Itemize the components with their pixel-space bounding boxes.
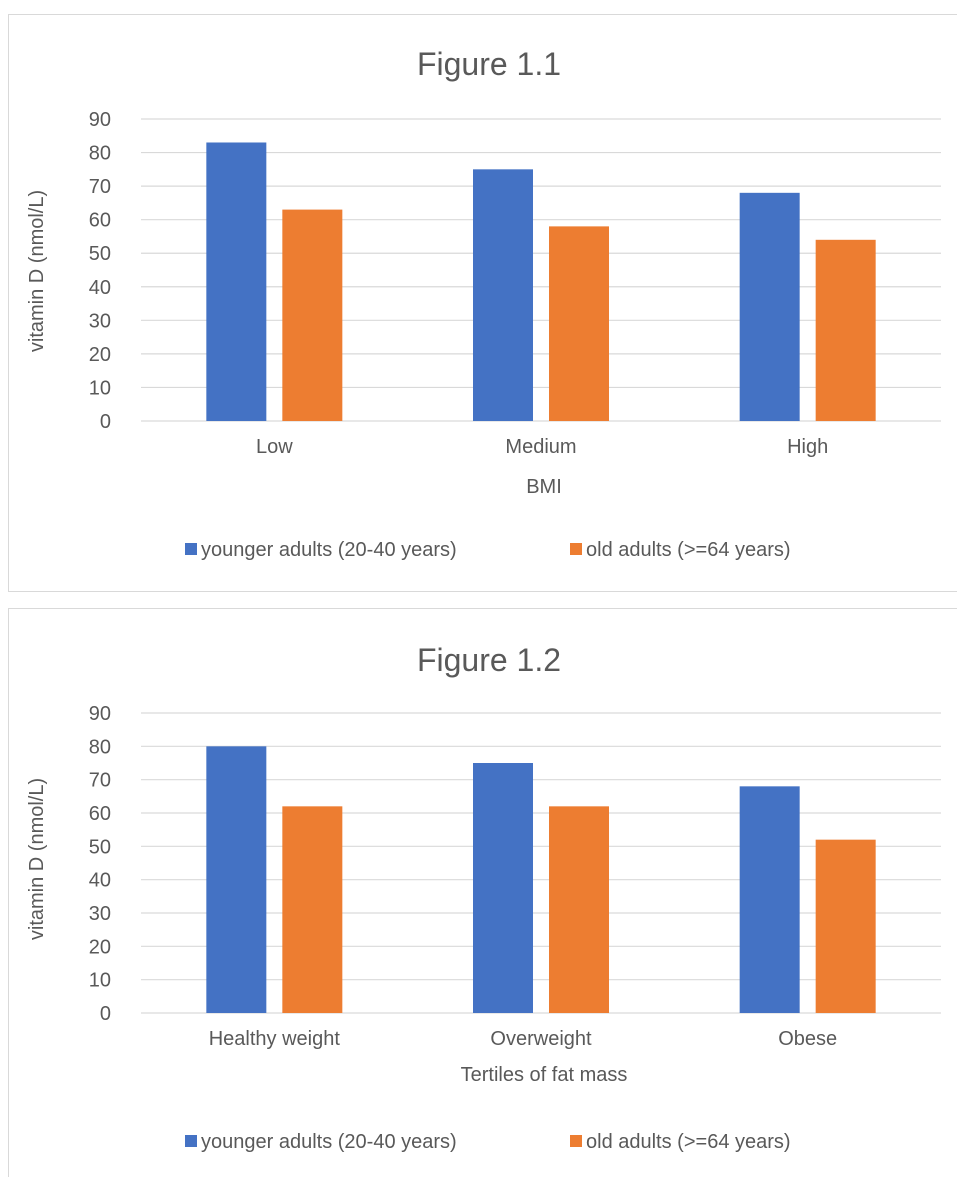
legend-entry: old adults (>=64 years): [570, 1131, 791, 1153]
legend-label: younger adults (20-40 years): [201, 539, 457, 561]
x-axis-label: BMI: [526, 476, 562, 498]
y-tick-label: 40: [89, 870, 111, 892]
y-tick-label: 80: [89, 736, 111, 758]
y-tick-label: 20: [89, 936, 111, 958]
bar-chart-figure-1-1: Figure 1.1 0 10 20 30 40 50 60 70 80 90 Low Medium…: [26, 46, 941, 561]
x-tick-label: Healthy weight: [209, 1028, 341, 1050]
y-tick-label: 90: [89, 703, 111, 725]
bar-old-overweight: [549, 806, 609, 1013]
legend-swatch: [570, 1135, 582, 1147]
y-tick-label: 10: [89, 377, 111, 399]
y-tick-label: 0: [100, 411, 111, 433]
bar-younger-healthy-weight: [206, 746, 267, 1013]
bar-old-medium: [549, 226, 609, 421]
bar-younger-medium: [473, 169, 533, 421]
y-axis-label: vitamin D (nmol/L): [26, 778, 48, 940]
y-tick-label: 10: [89, 970, 111, 992]
chart-panel-figure-1-2: Figure 1.2 0 10 20 30 40 50 60 70 80 90 Healthy w…: [8, 608, 957, 1177]
y-tick-label: 50: [89, 243, 111, 265]
chart-title: Figure 1.2: [417, 642, 561, 678]
x-tick-label: Low: [256, 436, 293, 458]
legend-label: younger adults (20-40 years): [201, 1131, 457, 1153]
y-tick-label: 0: [100, 1003, 111, 1025]
bar-old-obese: [815, 839, 876, 1013]
legend-entry: younger adults (20-40 years): [185, 1131, 457, 1153]
bar-old-low: [282, 209, 343, 421]
y-tick-label: 80: [89, 143, 111, 165]
x-tick-label: Obese: [778, 1028, 837, 1050]
x-tick-label: Medium: [505, 436, 576, 458]
y-tick-label: 90: [89, 109, 111, 131]
y-tick-label: 30: [89, 903, 111, 925]
x-axis-label: Tertiles of fat mass: [461, 1064, 628, 1086]
y-tick-label: 30: [89, 310, 111, 332]
chart-panel-figure-1-1: Figure 1.1 0 10 20 30 40 50 60 70 80 90 Low Medium…: [8, 14, 957, 592]
bar-younger-low: [206, 142, 267, 421]
y-tick-label: 70: [89, 770, 111, 792]
bar-chart-figure-1-2: Figure 1.2 0 10 20 30 40 50 60 70 80 90 Healthy w…: [26, 642, 941, 1153]
bar-younger-overweight: [473, 763, 533, 1013]
x-tick-label: Overweight: [490, 1028, 592, 1050]
legend-label: old adults (>=64 years): [586, 1131, 791, 1153]
bar-old-high: [815, 239, 876, 421]
legend-label: old adults (>=64 years): [586, 539, 791, 561]
x-tick-label: High: [787, 436, 828, 458]
y-tick-label: 50: [89, 836, 111, 858]
y-tick-label: 70: [89, 176, 111, 198]
y-tick-label: 20: [89, 344, 111, 366]
y-axis-label: vitamin D (nmol/L): [26, 190, 48, 352]
bar-younger-obese: [739, 786, 800, 1013]
legend-swatch: [185, 543, 197, 555]
chart-title: Figure 1.1: [417, 46, 561, 82]
bar-younger-high: [739, 192, 800, 421]
y-tick-label: 60: [89, 210, 111, 232]
y-tick-label: 60: [89, 803, 111, 825]
bar-old-healthy-weight: [282, 806, 343, 1013]
legend-entry: old adults (>=64 years): [570, 539, 791, 561]
legend-swatch: [185, 1135, 197, 1147]
y-tick-label: 40: [89, 277, 111, 299]
legend-swatch: [570, 543, 582, 555]
legend-entry: younger adults (20-40 years): [185, 539, 457, 561]
